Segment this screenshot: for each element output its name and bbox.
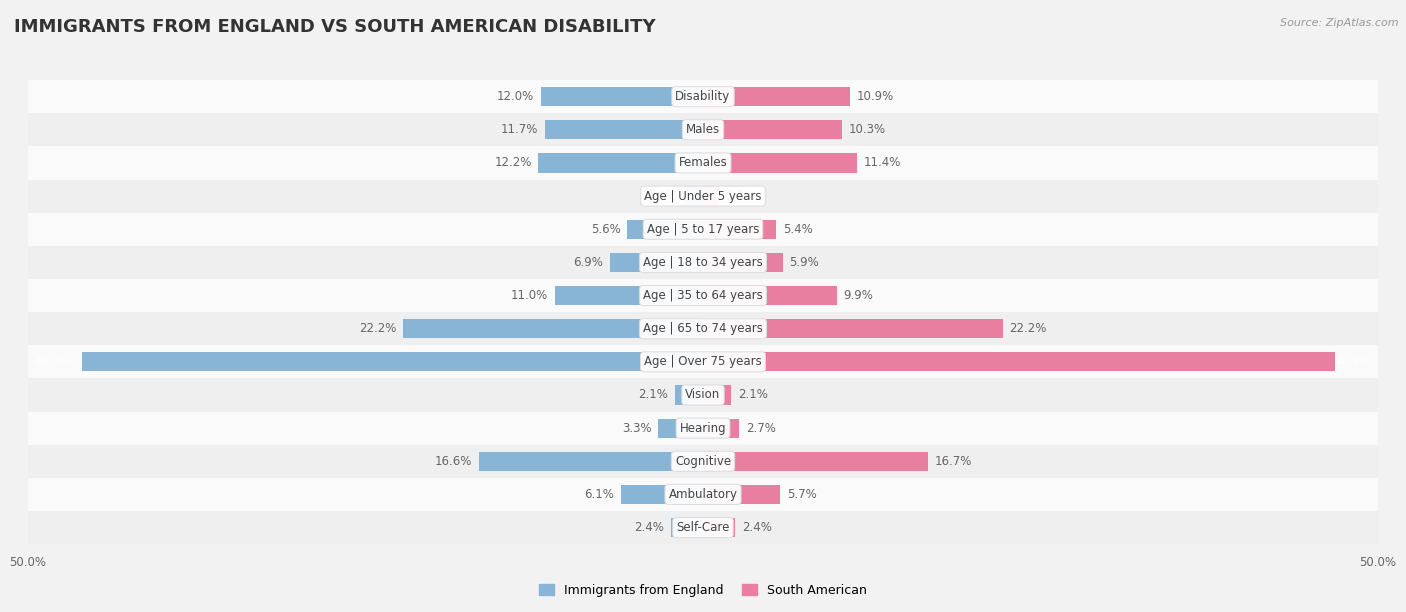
Bar <box>554 286 703 305</box>
Text: Hearing: Hearing <box>679 422 727 435</box>
Bar <box>703 485 780 504</box>
Text: 16.6%: 16.6% <box>434 455 472 468</box>
Bar <box>28 80 1378 113</box>
Bar <box>28 411 1378 445</box>
Bar <box>82 353 703 371</box>
Text: Cognitive: Cognitive <box>675 455 731 468</box>
Text: 2.4%: 2.4% <box>742 521 772 534</box>
Text: 11.4%: 11.4% <box>863 157 901 170</box>
Bar <box>703 419 740 438</box>
Bar <box>627 220 703 239</box>
Text: 22.2%: 22.2% <box>359 322 396 335</box>
Text: 5.4%: 5.4% <box>783 223 813 236</box>
Bar <box>404 319 703 338</box>
Bar <box>703 319 1002 338</box>
Bar <box>28 312 1378 345</box>
Text: 10.9%: 10.9% <box>856 90 894 103</box>
Bar <box>28 445 1378 478</box>
Text: Disability: Disability <box>675 90 731 103</box>
Text: IMMIGRANTS FROM ENGLAND VS SOUTH AMERICAN DISABILITY: IMMIGRANTS FROM ENGLAND VS SOUTH AMERICA… <box>14 18 655 36</box>
Bar <box>703 220 776 239</box>
Text: Ambulatory: Ambulatory <box>668 488 738 501</box>
Bar <box>703 353 1334 371</box>
Bar <box>620 485 703 504</box>
Bar <box>28 345 1378 378</box>
Text: 3.3%: 3.3% <box>621 422 652 435</box>
Bar <box>28 279 1378 312</box>
Bar <box>671 518 703 537</box>
Text: 12.0%: 12.0% <box>498 90 534 103</box>
Text: 2.1%: 2.1% <box>638 389 668 401</box>
Text: 6.9%: 6.9% <box>574 256 603 269</box>
Bar <box>28 511 1378 544</box>
Bar <box>703 253 783 272</box>
Bar <box>541 87 703 106</box>
Bar <box>610 253 703 272</box>
Bar <box>703 154 856 173</box>
Bar <box>28 378 1378 411</box>
Text: Age | 35 to 64 years: Age | 35 to 64 years <box>643 289 763 302</box>
Text: 16.7%: 16.7% <box>935 455 973 468</box>
Bar <box>703 286 837 305</box>
Bar <box>658 419 703 438</box>
Bar <box>28 113 1378 146</box>
Text: Source: ZipAtlas.com: Source: ZipAtlas.com <box>1281 18 1399 28</box>
Bar <box>479 452 703 471</box>
Text: Age | Under 5 years: Age | Under 5 years <box>644 190 762 203</box>
Text: 11.7%: 11.7% <box>501 123 538 136</box>
Text: Vision: Vision <box>685 389 721 401</box>
Bar <box>546 120 703 140</box>
Bar <box>703 87 851 106</box>
Text: 22.2%: 22.2% <box>1010 322 1047 335</box>
Text: 2.7%: 2.7% <box>747 422 776 435</box>
Bar <box>28 478 1378 511</box>
Text: Age | 5 to 17 years: Age | 5 to 17 years <box>647 223 759 236</box>
Text: 5.7%: 5.7% <box>787 488 817 501</box>
Text: Age | Over 75 years: Age | Over 75 years <box>644 356 762 368</box>
Text: 46.8%: 46.8% <box>1334 356 1371 368</box>
Bar <box>685 187 703 206</box>
Text: 5.6%: 5.6% <box>591 223 620 236</box>
Text: 11.0%: 11.0% <box>510 289 548 302</box>
Text: 5.9%: 5.9% <box>789 256 820 269</box>
Bar <box>675 386 703 405</box>
Text: 6.1%: 6.1% <box>583 488 614 501</box>
Text: Males: Males <box>686 123 720 136</box>
Text: 12.2%: 12.2% <box>494 157 531 170</box>
Text: 9.9%: 9.9% <box>844 289 873 302</box>
Text: 1.4%: 1.4% <box>648 190 678 203</box>
Text: Self-Care: Self-Care <box>676 521 730 534</box>
Bar <box>28 212 1378 246</box>
Bar <box>703 452 928 471</box>
Text: 10.3%: 10.3% <box>849 123 886 136</box>
Bar <box>703 518 735 537</box>
Text: Age | 65 to 74 years: Age | 65 to 74 years <box>643 322 763 335</box>
Bar <box>703 120 842 140</box>
Text: Females: Females <box>679 157 727 170</box>
Text: 1.2%: 1.2% <box>725 190 756 203</box>
Bar <box>28 179 1378 212</box>
Bar <box>703 386 731 405</box>
Bar <box>28 146 1378 179</box>
Text: Age | 18 to 34 years: Age | 18 to 34 years <box>643 256 763 269</box>
Text: 46.0%: 46.0% <box>35 356 72 368</box>
Legend: Immigrants from England, South American: Immigrants from England, South American <box>534 579 872 602</box>
Text: 2.1%: 2.1% <box>738 389 768 401</box>
Bar <box>703 187 720 206</box>
Bar <box>28 246 1378 279</box>
Bar <box>538 154 703 173</box>
Text: 2.4%: 2.4% <box>634 521 664 534</box>
